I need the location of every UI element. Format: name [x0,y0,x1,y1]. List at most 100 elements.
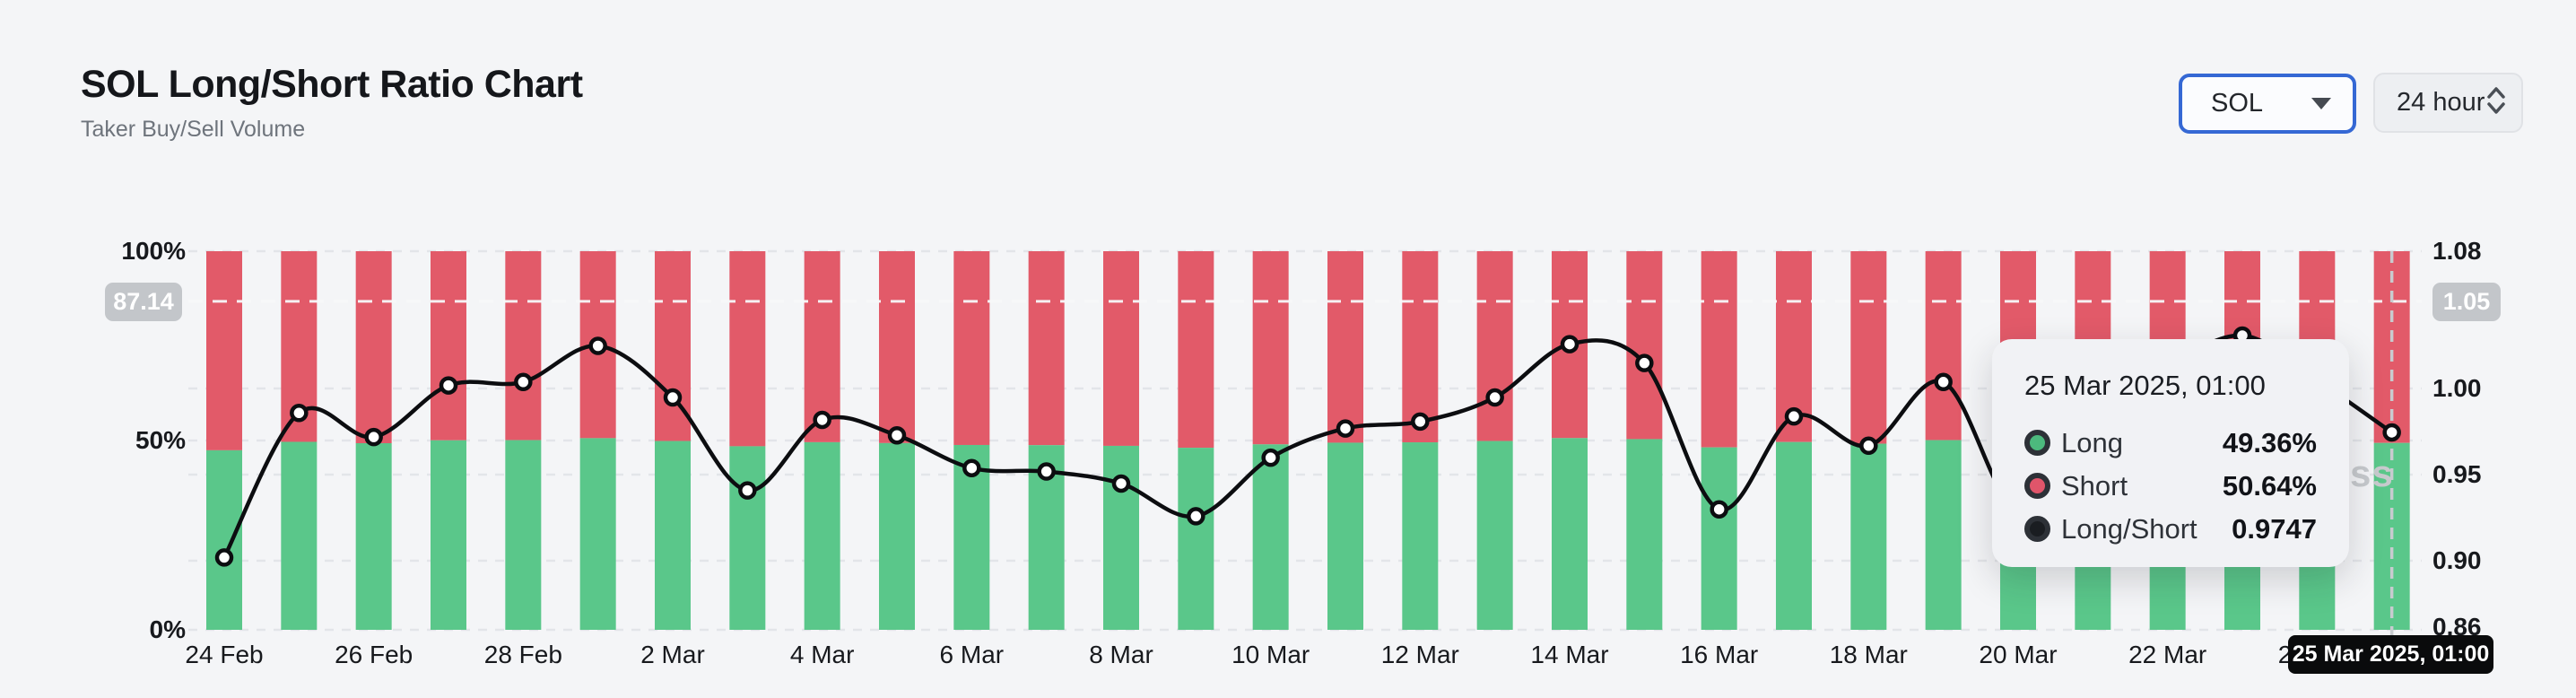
right-axis-value-badge: 1.05 [2432,283,2501,321]
ratio-point [663,388,683,407]
tooltip-row-short: Short 50.64% [2024,468,2317,503]
bar-short[interactable] [1850,251,1887,444]
x-axis-tick-label: 8 Mar [1089,641,1153,668]
x-axis-tick-label: 10 Mar [1231,641,1310,668]
x-axis-tick-label: 24 Feb [185,641,264,668]
tooltip-row-label: Long [2061,426,2123,458]
tooltip-row-label: Short [2061,469,2128,502]
bar-short[interactable] [1476,251,1513,441]
tooltip-rows: Long 49.36% Short 50.64% Long/Short 0.97… [2024,425,2317,546]
bar-long[interactable] [1551,438,1588,630]
tooltip-row-value: 50.64% [2222,469,2317,502]
bar-long[interactable] [1252,444,1289,630]
bar-long[interactable] [1178,448,1214,630]
bar-short[interactable] [1028,251,1065,446]
x-axis-tick-label: 16 Mar [1680,641,1759,668]
page-subtitle: Taker Buy/Sell Volume [81,117,306,142]
ratio-point [514,372,533,392]
ratio-point [1934,372,1953,392]
bar-long[interactable] [1775,441,1812,630]
chevron-down-icon [2311,98,2331,109]
left-axis-tick-label: 100% [121,237,186,265]
bar-long[interactable] [1626,439,1663,630]
bar-short[interactable] [729,251,766,447]
x-axis-tick-label: 26 Feb [335,641,413,668]
ratio-point [738,481,757,500]
watermark-text: ss [2350,452,2394,494]
stepper-updown-icon [2485,84,2507,121]
bar-short[interactable] [1701,251,1737,448]
bar-long[interactable] [281,441,318,630]
ratio-dot-icon [2024,516,2050,542]
ratio-point [2382,423,2401,442]
bar-short[interactable] [1402,251,1439,443]
right-axis-tick-label: 0.90 [2432,546,2482,575]
tooltip-row-ratio: Long/Short 0.9747 [2024,511,2317,546]
x-axis-tick-label: 2 Mar [640,641,705,668]
bar-long[interactable] [1327,442,1363,630]
bar-short[interactable] [1626,251,1663,440]
interval-select-value: 24 hour [2397,88,2485,117]
page-title: SOL Long/Short Ratio Chart [81,63,583,106]
bar-short[interactable] [1327,251,1363,443]
ratio-point [813,410,831,430]
bar-short[interactable] [430,251,466,441]
right-axis-tick-label: 0.95 [2432,460,2482,489]
x-axis-tick-label: 22 Mar [2128,641,2207,668]
bar-long[interactable] [1402,442,1439,630]
bar-long[interactable] [505,440,542,630]
symbol-select[interactable]: SOL [2179,74,2356,134]
ratio-point [1710,500,1728,519]
left-axis-tick-label: 0% [149,615,186,643]
bar-short[interactable] [1178,251,1214,449]
bar-long[interactable] [206,449,242,630]
ratio-point [1111,474,1131,493]
bar-short[interactable] [878,251,915,443]
ratio-point [214,548,234,567]
bar-short[interactable] [1102,251,1139,446]
tooltip-row-value: 0.9747 [2232,512,2317,545]
ratio-point [1261,448,1280,467]
bar-short[interactable] [1252,251,1289,445]
right-axis-tick-label: 1.08 [2432,237,2482,265]
bar-long[interactable] [654,441,691,630]
x-axis-cursor-badge: 25 Mar 2025, 01:00 [2288,635,2493,674]
bar-short[interactable] [804,251,840,442]
bar-long[interactable] [1701,447,1737,630]
long-dot-icon [2024,430,2050,456]
ratio-point [1560,335,1580,353]
bar-short[interactable] [206,251,242,450]
bar-long[interactable] [878,442,915,630]
ratio-point [439,376,458,395]
bar-short[interactable] [505,251,542,441]
ratio-point [887,425,907,445]
ratio-point [1784,406,1804,426]
bar-long[interactable] [579,438,616,630]
bar-long[interactable] [355,442,392,630]
bar-long[interactable] [430,440,466,630]
x-axis-tick-label: 6 Mar [939,641,1005,668]
tooltip-row-value: 49.36% [2222,426,2317,458]
symbol-select-value: SOL [2211,89,2264,118]
bar-short[interactable] [355,251,392,443]
bar-long[interactable] [729,446,766,630]
interval-select[interactable]: 24 hour [2373,73,2523,133]
ratio-point [364,427,383,447]
left-axis-tick-label: 50% [135,426,186,454]
tooltip-row-long: Long 49.36% [2024,425,2317,460]
bar-short[interactable] [1925,251,1962,441]
ratio-point [1037,462,1056,481]
ratio-point [290,404,309,423]
bar-short[interactable] [953,251,990,445]
left-axis-value-badge: 87.14 [105,283,182,321]
ratio-point [1411,412,1430,432]
bar-long[interactable] [1925,440,1962,630]
x-axis-tick-label: 14 Mar [1530,641,1609,668]
bar-long[interactable] [1850,443,1887,630]
ratio-point [1635,353,1654,372]
bar-long[interactable] [804,441,840,630]
bar-long[interactable] [1476,441,1513,630]
bar-long[interactable] [1102,445,1139,630]
x-axis-tick-label: 28 Feb [483,641,562,668]
